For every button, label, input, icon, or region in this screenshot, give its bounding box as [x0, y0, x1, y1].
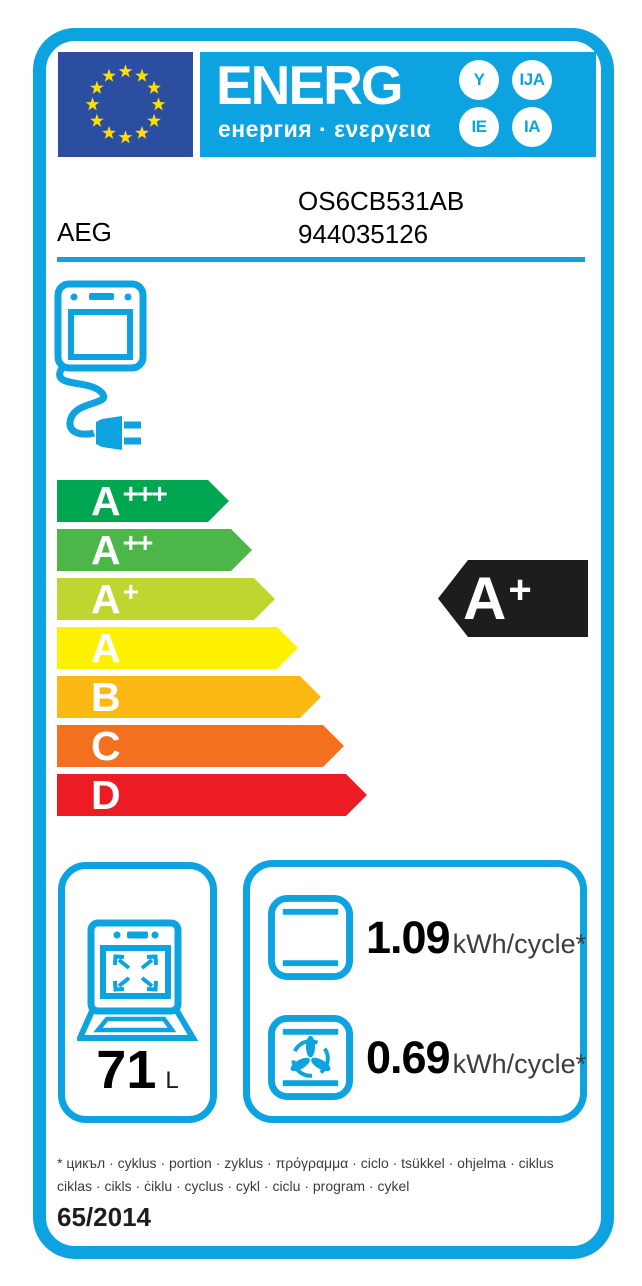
product-number: 944035126 [298, 219, 429, 249]
cycle-footnote: * цикъл · cyklus · portion · zyklus · πρ… [57, 1152, 577, 1198]
energy-suffix-circles: Y IJA IE IA [459, 60, 552, 147]
rating-bar-letter: D [91, 771, 121, 818]
fan-energy-unit: kWh/cycle* [452, 1048, 587, 1079]
suffix-circle-ija: IJA [512, 60, 552, 100]
rating-bar-plus: +++ [122, 478, 166, 509]
rating-bar-C: C [57, 725, 344, 767]
cavity-volume-box: 71 L [58, 862, 217, 1123]
rating-bar-letter: C [91, 722, 121, 769]
model-identifiers: OS6CB531AB 944035126 [298, 185, 464, 251]
conventional-energy-row: 1.09 kWh/cycle* [268, 895, 586, 980]
rating-bar-D: D [57, 774, 367, 816]
selected-class-letter: A [463, 564, 507, 632]
rating-bar-A++: A ++ [57, 529, 252, 571]
eu-flag [58, 52, 193, 157]
conventional-oven-icon [268, 895, 353, 980]
regulation-number: 65/2014 [57, 1202, 151, 1232]
cavity-volume-value-row: 71 L [65, 1039, 210, 1101]
fan-energy-value: 0.69 [366, 1031, 451, 1083]
rating-bar-plus: + [122, 576, 137, 607]
model-number: OS6CB531AB [298, 186, 465, 216]
rating-bar-A+++: A +++ [57, 480, 229, 522]
fan-energy-text: 0.69 kWh/cycle* [366, 1032, 586, 1084]
conventional-energy-text: 1.09 kWh/cycle* [366, 912, 586, 964]
rating-bar-letter: A [91, 575, 121, 622]
rating-bar-letter: A [91, 477, 121, 524]
cycle-footnote-line1: * цикъл · cyklus · portion · zyklus · πρ… [57, 1155, 554, 1171]
fan-oven-icon [268, 1015, 353, 1100]
rating-bar-letter: A [91, 624, 121, 671]
rating-bar-A: A [57, 627, 298, 669]
cavity-volume-unit: L [165, 1067, 179, 1094]
brand-name: AEG [57, 217, 112, 247]
energy-logo-box: ENERG енергия · ενεργεια Y IJA IE IA [200, 52, 596, 157]
rating-bar-letter: A [91, 526, 121, 573]
suffix-circle-y: Y [459, 60, 499, 100]
suffix-circle-ie: IE [459, 107, 499, 147]
fan-energy-row: 0.69 kWh/cycle* [268, 1015, 586, 1100]
conventional-energy-unit: kWh/cycle* [452, 928, 587, 959]
oven-plug-icon [44, 276, 159, 466]
suffix-circle-ia: IA [512, 107, 552, 147]
rating-bar-B: B [57, 676, 321, 718]
rating-scale: A +++ A ++ A + A B C D [57, 480, 367, 823]
selected-class-plus: + [508, 567, 531, 612]
oven-volume-icon [75, 914, 199, 1048]
conventional-energy-value: 1.09 [366, 911, 451, 963]
cavity-volume-value: 71 [96, 1040, 157, 1100]
cycle-footnote-line2: ciklas · cikls · ċiklu · cyclus · cykl ·… [57, 1178, 410, 1194]
rating-bar-A+: A + [57, 578, 275, 620]
label-border-frame [33, 28, 614, 1259]
energy-subtitle: енергия · ενεργεια [218, 116, 432, 142]
rating-bar-plus: ++ [122, 527, 152, 558]
header-divider [57, 257, 585, 262]
eu-flag-icon [58, 52, 193, 157]
selected-class-arrow: A + [438, 560, 588, 637]
energy-consumption-box: 1.09 kWh/cycle* 0.69 kWh/cycle* [243, 860, 587, 1123]
rating-bar-letter: B [91, 673, 121, 720]
energy-wordmark: ENERG [216, 54, 404, 116]
